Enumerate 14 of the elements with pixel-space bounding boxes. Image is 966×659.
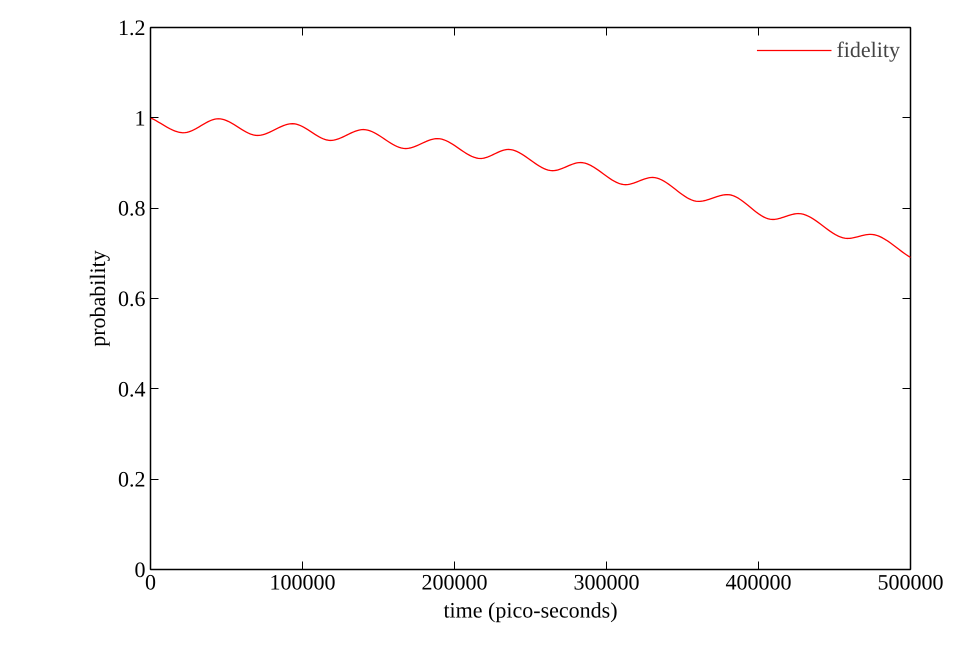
legend-label: fidelity	[836, 37, 900, 63]
x-tick-label: 200000	[422, 570, 488, 594]
x-tick-label: 400000	[726, 570, 792, 594]
y-tick-label: 0.6	[118, 286, 146, 311]
x-tick-label: 100000	[270, 570, 336, 594]
y-tick-label: 1.2	[118, 15, 146, 40]
y-axis-title: probability	[85, 250, 110, 347]
y-tick-label: 0.4	[118, 376, 146, 402]
x-axis-title: time (pico-seconds)	[443, 598, 618, 622]
y-tick-label: 1	[134, 105, 146, 130]
y-tick-label: 0.2	[118, 466, 146, 492]
y-tick-label: 0.8	[118, 196, 146, 221]
x-tick-label: 300000	[574, 570, 640, 594]
x-tick-label: 500000	[878, 570, 944, 594]
